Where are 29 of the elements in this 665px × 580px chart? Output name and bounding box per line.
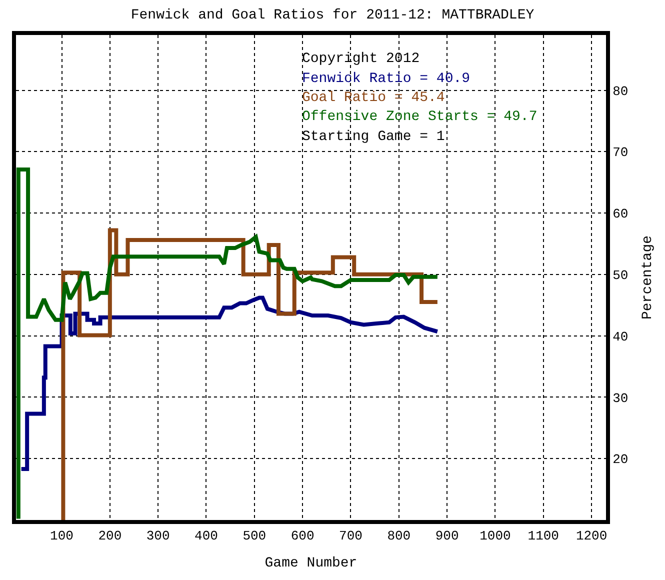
y-tick-label: 80 [612, 84, 628, 99]
x-tick-label: 300 [146, 528, 170, 544]
y-tick-label: 60 [612, 206, 628, 222]
y-tick-label: 50 [612, 268, 628, 283]
x-tick-label: 600 [290, 528, 314, 544]
x-tick-label: 700 [339, 528, 362, 544]
annotation: Copyright 2012 [302, 51, 420, 67]
annotation: Fenwick Ratio = 40.9 [302, 71, 470, 87]
annotation: Goal Ratio = 45.4 [302, 90, 445, 106]
x-tick-label: 800 [387, 528, 411, 544]
x-axis-title: Game Number [264, 555, 358, 572]
y-axis-title: Percentage [640, 235, 656, 320]
x-tick-label: 1000 [480, 528, 511, 544]
x-tick-label: 500 [242, 528, 266, 544]
x-tick-label: 400 [194, 528, 218, 544]
line-series [16, 167, 440, 520]
x-tick-label: 1200 [576, 528, 608, 544]
chart-title: Fenwick and Goal Ratios for 2011-12: MATTBRADLEY [130, 8, 535, 24]
annotation: Offensive Zone Starts = 49.7 [302, 109, 538, 125]
y-tick-label: 30 [612, 390, 628, 406]
annotation: Starting Game = 1 [302, 129, 445, 145]
x-tick-label: 200 [98, 528, 122, 544]
y-tick-label: 40 [612, 329, 628, 344]
x-tick-label: 100 [50, 528, 74, 544]
x-tick-label: 900 [435, 528, 459, 544]
y-tick-label: 20 [612, 452, 628, 468]
x-tick-label: 1100 [528, 528, 559, 544]
line-series [19, 296, 440, 472]
y-tick-label: 70 [612, 145, 628, 160]
